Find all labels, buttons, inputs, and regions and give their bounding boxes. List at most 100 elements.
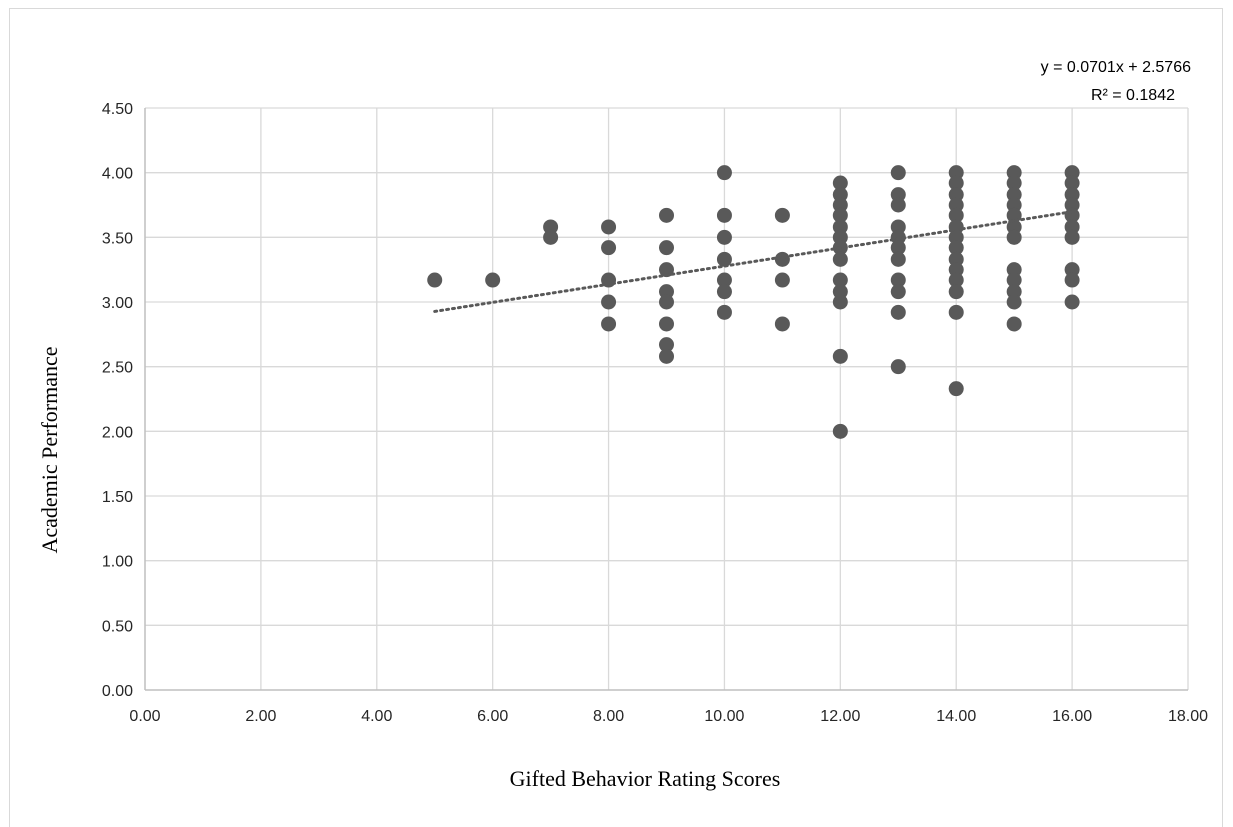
data-point	[890, 240, 906, 256]
data-point	[890, 272, 906, 288]
data-point	[948, 272, 964, 288]
data-point	[659, 207, 674, 223]
data-point	[1006, 175, 1022, 191]
data-point	[832, 294, 848, 310]
data-point	[1064, 272, 1080, 288]
data-point	[1006, 187, 1022, 203]
data-point	[832, 207, 848, 223]
x-tick-label: 16.00	[1052, 708, 1092, 725]
trendline-equation: y = 0.0701x + 2.5766	[1041, 59, 1191, 76]
data-point	[659, 316, 674, 332]
x-tick-label: 10.00	[704, 708, 744, 725]
data-point	[890, 359, 906, 375]
y-tick-label: 1.50	[102, 489, 133, 506]
data-point	[1064, 294, 1080, 310]
trendline-r-squared: R² = 0.1842	[1091, 87, 1175, 104]
data-point	[601, 219, 617, 235]
data-point	[890, 219, 906, 235]
data-point	[948, 165, 964, 181]
data-point	[832, 423, 848, 439]
data-point	[716, 207, 732, 223]
data-point	[948, 229, 964, 245]
data-point	[1064, 229, 1080, 245]
data-point	[774, 272, 790, 288]
data-point	[832, 187, 848, 203]
data-point	[948, 284, 964, 300]
y-tick-label: 4.50	[102, 101, 133, 118]
x-tick-label: 2.00	[245, 708, 276, 725]
data-point	[832, 284, 848, 300]
data-point	[427, 272, 443, 288]
data-point	[890, 197, 906, 213]
y-tick-label: 3.50	[102, 230, 133, 247]
data-point	[832, 272, 848, 288]
data-point	[1006, 165, 1022, 181]
data-point	[948, 187, 964, 203]
data-point	[601, 294, 617, 310]
data-point	[601, 240, 617, 256]
trendline	[433, 210, 1074, 313]
data-point	[890, 251, 906, 267]
data-point	[948, 304, 964, 320]
axes	[144, 108, 1188, 691]
x-tick-label: 6.00	[477, 708, 508, 725]
data-point	[890, 284, 906, 300]
data-point	[485, 272, 501, 288]
data-point	[1006, 272, 1022, 288]
y-axis-title: Academic Performance	[37, 346, 62, 553]
x-tick-label: 14.00	[936, 708, 976, 725]
x-tick-labels: 0.00 2.00 4.00 6.00 8.00 10.00 12.00 14.00 16.00…	[129, 708, 1208, 725]
data-point	[890, 187, 906, 203]
data-point	[948, 175, 964, 191]
data-point	[832, 229, 848, 245]
data-point	[1006, 294, 1022, 310]
data-point	[1064, 165, 1080, 181]
data-point	[1064, 187, 1080, 203]
data-point	[832, 197, 848, 213]
y-tick-label: 3.00	[102, 295, 133, 312]
data-point	[716, 284, 732, 300]
data-point	[1064, 219, 1080, 235]
y-tick-label: 1.00	[102, 554, 133, 571]
x-tick-label: 18.00	[1168, 708, 1208, 725]
data-point	[948, 262, 964, 278]
data-point	[1006, 316, 1022, 332]
data-point	[890, 165, 906, 181]
x-tick-label: 8.00	[593, 708, 624, 725]
data-point	[1006, 229, 1022, 245]
data-point	[601, 316, 617, 332]
gridlines	[145, 107, 1189, 690]
data-point	[1006, 262, 1022, 278]
y-tick-label: 4.00	[102, 166, 133, 183]
data-point	[1006, 284, 1022, 300]
data-point	[659, 348, 674, 364]
x-tick-label: 12.00	[820, 708, 860, 725]
data-point	[832, 348, 848, 364]
data-point	[774, 251, 790, 267]
y-tick-label: 2.00	[102, 424, 133, 441]
data-point	[890, 304, 906, 320]
data-point	[1064, 262, 1080, 278]
data-point	[948, 251, 964, 267]
data-point	[716, 165, 732, 181]
data-point	[543, 229, 559, 245]
data-point	[716, 304, 732, 320]
data-point	[774, 316, 790, 332]
y-tick-label: 2.50	[102, 360, 133, 377]
data-point	[659, 337, 674, 353]
data-point	[832, 219, 848, 235]
data-point	[948, 207, 964, 223]
data-point	[832, 251, 848, 267]
trendline-path	[433, 210, 1074, 313]
data-point	[948, 240, 964, 256]
data-point	[890, 229, 906, 245]
y-tick-labels: 0.00 0.50 1.00 1.50 2.00 2.50 3.00 3.50 4.00 4.50	[102, 101, 133, 700]
data-point	[948, 197, 964, 213]
y-tick-label: 0.00	[102, 683, 133, 700]
data-point	[1006, 197, 1022, 213]
data-points	[427, 165, 1080, 439]
data-point	[659, 294, 674, 310]
x-axis-title: Gifted Behavior Rating Scores	[510, 766, 781, 791]
data-point	[1006, 219, 1022, 235]
